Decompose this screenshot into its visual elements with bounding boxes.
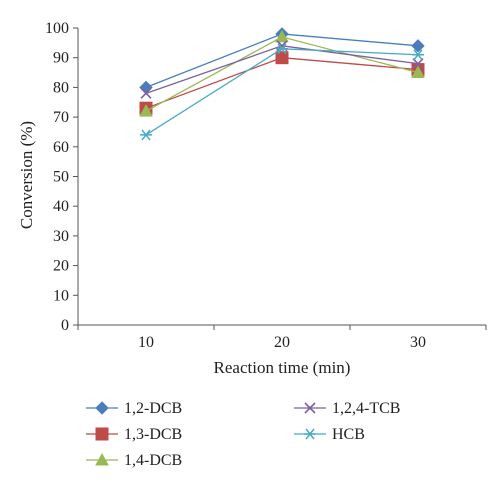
data-point: [140, 129, 152, 141]
y-tick-label: 70: [53, 109, 69, 126]
data-point: [411, 39, 425, 53]
data-point: [411, 65, 425, 79]
data-point: [412, 58, 424, 70]
data-point: [139, 104, 153, 117]
y-axis-title: Conversion (%): [17, 121, 36, 229]
legend-marker: [95, 427, 109, 441]
legend-label: 1,2,4-TCB: [332, 400, 400, 417]
x-tick-label: 10: [138, 334, 154, 351]
y-tick-label: 10: [53, 287, 69, 304]
legend-label: HCB: [332, 426, 365, 443]
legend-marker: [304, 402, 316, 414]
data-point: [275, 29, 289, 43]
y-tick-label: 80: [53, 79, 69, 96]
legend-label: 1,4-DCB: [124, 452, 182, 469]
legend-label: 1,3-DCB: [124, 426, 182, 443]
x-tick-label: 20: [274, 334, 290, 351]
series-5: [140, 43, 424, 141]
legend-item: 1,2-DCB: [86, 400, 182, 417]
series-3: [139, 29, 425, 117]
y-tick-label: 30: [53, 228, 69, 245]
data-point: [140, 87, 152, 99]
legend-item: 1,3-DCB: [86, 426, 182, 443]
data-point: [276, 43, 288, 55]
legend-item: HCB: [294, 426, 365, 443]
legend-item: 1,2,4-TCB: [294, 400, 400, 417]
y-tick-label: 40: [53, 198, 69, 215]
legend-label: 1,2-DCB: [124, 400, 182, 417]
y-tick-label: 50: [53, 169, 69, 186]
x-tick-label: 30: [410, 334, 426, 351]
legend: 1,2-DCB 1,3-DCB 1,4-DCB 1,2,4-TCB HCB: [86, 400, 400, 469]
series-line: [145, 57, 419, 109]
data-point: [412, 49, 424, 61]
legend-item: 1,4-DCB: [86, 452, 182, 469]
y-tick-label: 60: [53, 139, 69, 156]
y-tick-label: 20: [53, 258, 69, 275]
legend-marker: [95, 452, 109, 466]
data-point: [275, 51, 289, 65]
y-tick-label: 90: [53, 50, 69, 67]
legend-marker: [304, 428, 316, 440]
series-2: [139, 51, 425, 115]
legend-marker: [95, 401, 109, 415]
y-tick-label: 100: [45, 20, 69, 37]
y-tick-label: 0: [61, 317, 69, 334]
x-axis-title: Reaction time (min): [214, 358, 351, 377]
